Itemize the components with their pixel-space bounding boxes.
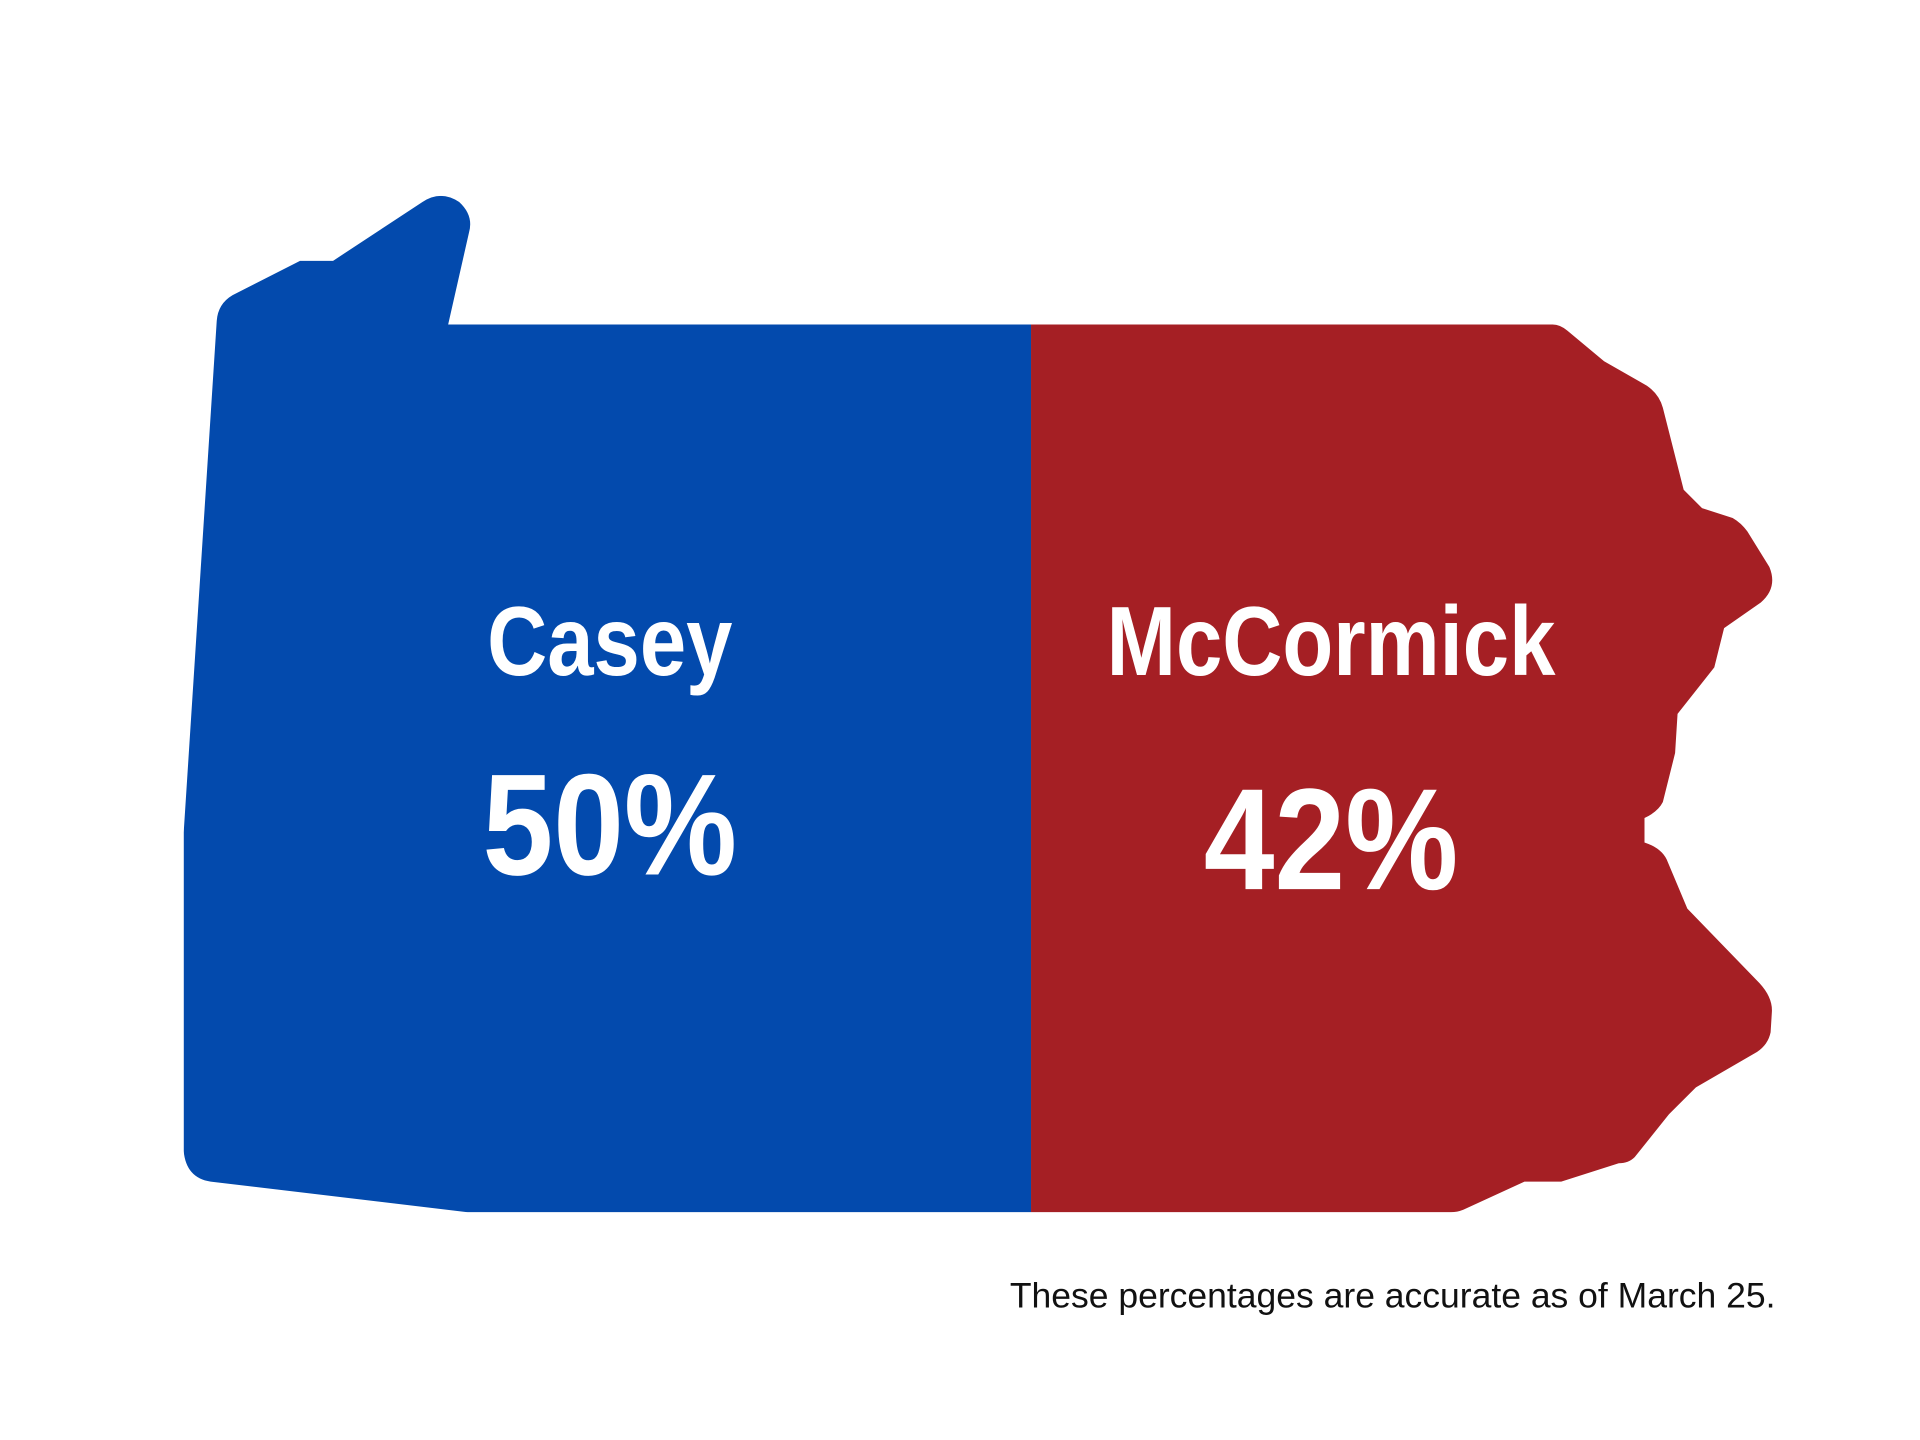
footnote: These percentages are accurate as of Mar… (1010, 1275, 1776, 1315)
candidate-name: Casey (487, 588, 733, 697)
candidate-name: McCormick (1107, 588, 1556, 697)
candidate-share: 42% (1204, 759, 1458, 920)
region (183, 195, 1032, 1213)
region (1031, 195, 1773, 1213)
candidate-share: 50% (483, 744, 737, 905)
